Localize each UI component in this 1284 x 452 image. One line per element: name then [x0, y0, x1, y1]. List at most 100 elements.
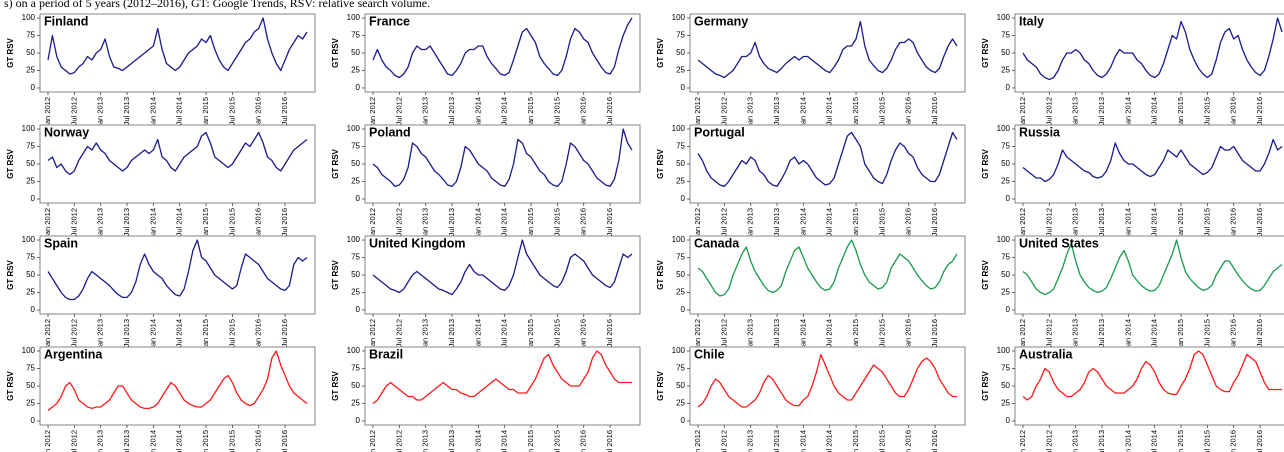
y-tick-label: 50 [26, 48, 35, 57]
x-tick-label: Jul 2014 [175, 208, 184, 236]
panel-title: Italy [1019, 14, 1044, 28]
x-tick-label: Jan 2016 [1229, 208, 1238, 239]
y-tick-label: 75 [351, 142, 360, 151]
x-tick-label: Jul 2014 [825, 319, 834, 347]
y-tick-label: 100 [672, 346, 686, 355]
panel-title: France [369, 14, 410, 28]
x-tick-label: Jul 2015 [227, 319, 236, 347]
x-tick-label: Jan 2016 [579, 319, 588, 350]
y-tick-label: 75 [676, 31, 685, 40]
x-tick-label: Jul 2015 [1202, 208, 1211, 236]
x-tick-label: Jul 2013 [772, 319, 781, 347]
y-tick-label: 25 [676, 399, 685, 408]
series-line [697, 239, 958, 297]
x-tick-label: Jul 2013 [1097, 430, 1106, 452]
x-tick-label: Jan 2014 [473, 319, 482, 350]
y-tick-label: 50 [676, 381, 685, 390]
y-tick-label: 100 [22, 346, 36, 355]
y-tick-label: 25 [676, 177, 685, 186]
y-tick-label: 75 [351, 253, 360, 262]
x-tick-label: Jul 2014 [175, 430, 184, 452]
y-tick-label: 0 [356, 305, 361, 314]
x-tick-label: Jul 2012 [69, 97, 78, 125]
x-tick-label: Jul 2014 [500, 319, 509, 347]
y-tick-label: 75 [26, 142, 35, 151]
y-tick-label: 75 [676, 142, 685, 151]
series-line [372, 17, 633, 79]
x-tick-label: Jan 2015 [526, 319, 535, 350]
panel-title: Russia [1019, 125, 1061, 139]
panel-title: United Kingdom [369, 236, 466, 250]
series-line [697, 20, 958, 79]
y-tick-label: 75 [26, 364, 35, 373]
x-tick-label: Jan 2012 [43, 430, 52, 452]
x-tick-label: Jul 2013 [122, 208, 131, 236]
x-tick-label: Jul 2014 [1150, 97, 1159, 125]
plot-frame [39, 346, 316, 426]
y-axis-label: GT RSV [331, 148, 340, 178]
x-tick-label: Jan 2015 [1176, 208, 1185, 239]
panel: GT RSV 0 25 50 75 100 Jan 2012 Jul 2012 Jan 2013… [331, 13, 641, 128]
y-tick-label: 50 [351, 381, 360, 390]
y-tick-label: 0 [31, 416, 36, 425]
y-tick-label: 25 [676, 288, 685, 297]
x-tick-label: Jan 2013 [1071, 430, 1080, 452]
x-tick-label: Jul 2016 [930, 319, 939, 347]
plot-frame [1014, 124, 1284, 204]
x-tick-label: Jul 2016 [1255, 319, 1264, 347]
x-tick-label: Jan 2014 [798, 430, 807, 452]
panel: GT RSV 0 25 50 75 100 Jan 2012 Jul 2012 Jan 2013… [981, 235, 1284, 350]
plot-frame [364, 346, 641, 426]
x-tick-label: Jul 2015 [1202, 430, 1211, 452]
x-tick-label: Jan 2015 [1176, 430, 1185, 452]
x-tick-label: Jul 2013 [772, 208, 781, 236]
y-axis-label: GT RSV [981, 259, 990, 289]
x-tick-label: Jan 2012 [43, 97, 52, 128]
y-tick-label: 25 [26, 177, 35, 186]
y-axis-label: GT RSV [656, 370, 665, 400]
x-tick-label: Jan 2015 [1176, 319, 1185, 350]
x-tick-label: Jan 2014 [473, 430, 482, 452]
x-tick-label: Jan 2016 [579, 97, 588, 128]
x-tick-label: Jul 2013 [122, 430, 131, 452]
x-tick-label: Jul 2012 [394, 430, 403, 452]
x-tick-label: Jul 2012 [1044, 430, 1053, 452]
y-axis-label: GT RSV [331, 370, 340, 400]
y-tick-label: 50 [676, 48, 685, 57]
x-tick-label: Jul 2015 [1202, 97, 1211, 125]
y-tick-label: 25 [1001, 399, 1010, 408]
y-tick-label: 100 [22, 235, 36, 244]
y-tick-label: 100 [22, 13, 36, 22]
panel: GT RSV 0 25 50 75 100 Jan 2012 Jul 2012 Jan 2013… [981, 124, 1284, 239]
x-tick-label: Jan 2014 [473, 97, 482, 128]
plot-frame [364, 124, 641, 204]
plot-frame [689, 346, 966, 426]
x-tick-label: Jan 2013 [421, 319, 430, 350]
y-tick-label: 25 [26, 66, 35, 75]
y-tick-label: 50 [351, 159, 360, 168]
series-line [697, 353, 957, 408]
x-tick-label: Jan 2012 [43, 319, 52, 350]
x-tick-label: Jan 2012 [368, 97, 377, 128]
panel: GT RSV 0 25 50 75 100 Jan 2012 Jul 2012 Jan 2013… [656, 13, 966, 128]
x-tick-label: Jul 2012 [719, 208, 728, 236]
x-tick-label: Jul 2012 [1044, 319, 1053, 347]
series-line [1022, 350, 1282, 401]
series-line [1022, 138, 1283, 183]
y-axis-label: GT RSV [331, 37, 340, 67]
x-tick-label: Jan 2014 [148, 97, 157, 128]
y-tick-label: 0 [1006, 83, 1011, 92]
x-tick-label: Jul 2016 [930, 430, 939, 452]
series-line [47, 17, 308, 75]
y-tick-label: 50 [351, 48, 360, 57]
y-axis-label: GT RSV [6, 370, 15, 400]
y-tick-label: 0 [31, 194, 36, 203]
y-tick-label: 50 [1001, 48, 1010, 57]
panel-title: Germany [694, 14, 748, 28]
plot-frame [689, 235, 966, 315]
y-tick-label: 25 [351, 66, 360, 75]
x-tick-label: Jul 2012 [719, 430, 728, 452]
x-tick-label: Jan 2013 [1071, 208, 1080, 239]
panel: GT RSV 0 25 50 75 100 Jan 2012 Jul 2012 Jan 2013… [656, 124, 966, 239]
